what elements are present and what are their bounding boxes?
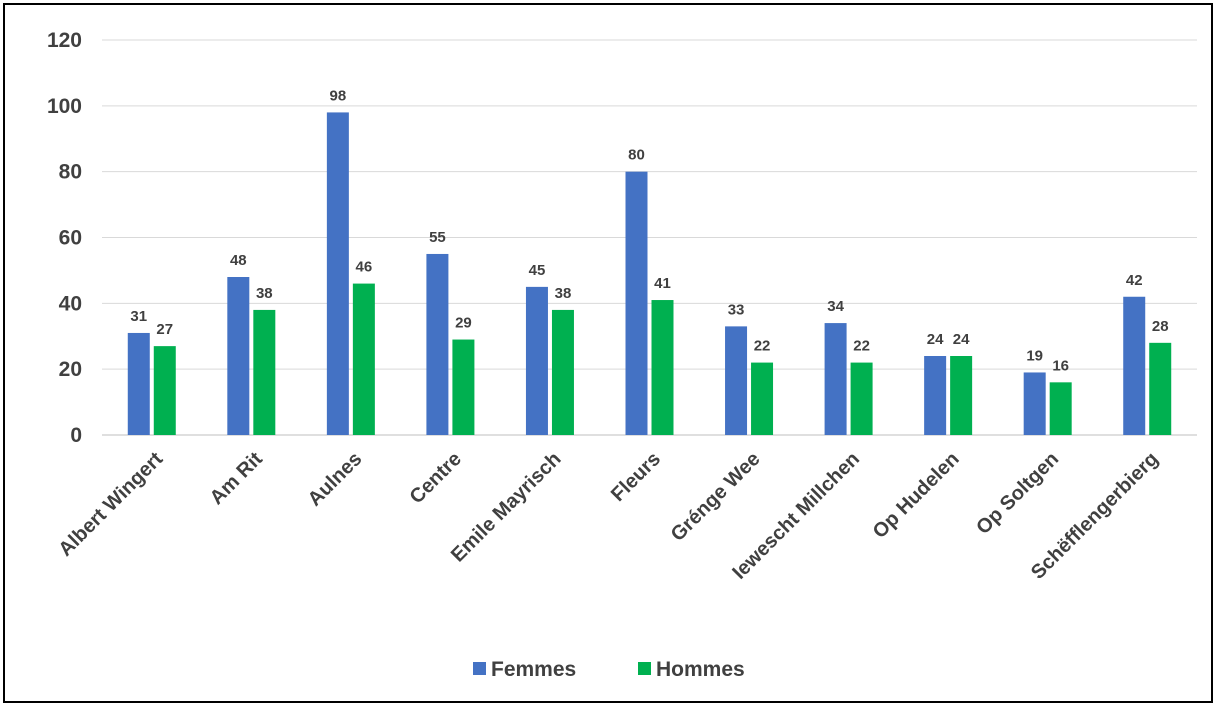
legend-label-hommes: Hommes: [656, 658, 745, 681]
data-label: 22: [853, 338, 870, 355]
y-tick-label: 120: [47, 29, 82, 52]
bar-femmes: [128, 333, 150, 435]
bar-femmes: [327, 112, 349, 435]
bar-femmes: [1024, 372, 1046, 435]
x-tick-label: Op Soltgen: [972, 448, 1063, 539]
x-tick-label: Albert Wingert: [54, 448, 167, 561]
data-label: 80: [628, 147, 645, 164]
bar-femmes: [227, 277, 249, 435]
data-label: 19: [1026, 347, 1043, 364]
x-tick-label: Op Hudelen: [869, 448, 964, 543]
bar-femmes: [725, 326, 747, 435]
bar-femmes: [924, 356, 946, 435]
data-label: 33: [728, 301, 745, 318]
chart-frame: 0 20 40 60 80 100 120 31 27 48 38 98 46 55 29 45 38 80 41…: [3, 3, 1213, 703]
y-axis-ticks: 0 20 40 60 80 100 120: [47, 29, 82, 447]
bar-hommes: [154, 346, 176, 435]
y-tick-label: 100: [47, 95, 82, 118]
bar-hommes: [552, 310, 574, 435]
data-label: 16: [1052, 357, 1069, 374]
legend-swatch-femmes: [473, 662, 486, 675]
data-label: 45: [529, 262, 546, 279]
x-tick-label: Aulnes: [304, 448, 367, 511]
bar-femmes: [426, 254, 448, 435]
bar-hommes: [353, 284, 375, 435]
x-tick-label: Am Rit: [206, 448, 267, 509]
bar-femmes: [526, 287, 548, 435]
data-label: 34: [827, 298, 844, 315]
data-label: 46: [356, 259, 373, 276]
data-label: 29: [455, 315, 472, 332]
data-label: 24: [927, 331, 944, 348]
data-label: 38: [555, 285, 572, 302]
data-label: 48: [230, 252, 247, 269]
data-labels: 31 27 48 38 98 46 55 29 45 38 80 41 33 22 34 22 24 24 19 16…: [130, 87, 1168, 374]
y-tick-label: 80: [59, 161, 82, 184]
bar-hommes: [1050, 382, 1072, 435]
bars: [128, 112, 1171, 435]
bar-hommes: [253, 310, 275, 435]
bar-femmes: [825, 323, 847, 435]
data-label: 24: [953, 331, 970, 348]
y-tick-label: 0: [70, 424, 82, 447]
data-label: 55: [429, 229, 446, 246]
y-tick-label: 20: [59, 358, 82, 381]
bar-femmes: [1123, 297, 1145, 435]
data-label: 31: [130, 308, 147, 325]
legend-swatch-hommes: [638, 662, 651, 675]
bar-hommes: [851, 363, 873, 435]
data-label: 41: [654, 275, 671, 292]
data-label: 38: [256, 285, 273, 302]
legend-label-femmes: Femmes: [491, 658, 576, 681]
y-tick-label: 60: [59, 227, 82, 250]
bar-hommes: [452, 340, 474, 435]
bar-hommes: [652, 300, 674, 435]
x-tick-label: Centre: [406, 448, 466, 508]
data-label: 42: [1126, 272, 1143, 289]
data-label: 28: [1152, 318, 1169, 335]
bar-chart: 0 20 40 60 80 100 120 31 27 48 38 98 46 55 29 45 38 80 41…: [5, 5, 1211, 701]
x-tick-label: Grénge Wee: [667, 448, 765, 546]
data-label: 22: [754, 338, 771, 355]
bar-hommes: [751, 363, 773, 435]
x-tick-label: Fleurs: [607, 448, 665, 506]
bar-hommes: [950, 356, 972, 435]
data-label: 27: [156, 321, 173, 338]
bar-hommes: [1149, 343, 1171, 435]
legend: Femmes Hommes: [473, 658, 745, 681]
x-tick-label: Emile Mayrisch: [447, 448, 566, 567]
bar-femmes: [626, 172, 648, 435]
data-label: 98: [330, 87, 347, 104]
y-tick-label: 40: [59, 292, 82, 315]
